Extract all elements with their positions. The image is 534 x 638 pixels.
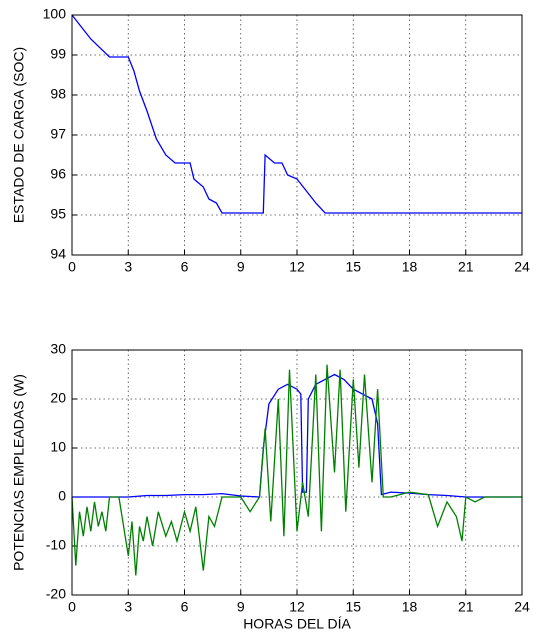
x-tick-label: 12 bbox=[289, 599, 305, 615]
x-tick-label: 24 bbox=[514, 259, 530, 275]
y-tick-label: 0 bbox=[58, 488, 66, 504]
data-line bbox=[71, 364, 522, 576]
x-tick-label: 9 bbox=[237, 259, 245, 275]
x-tick-label: 21 bbox=[458, 599, 474, 615]
x-tick-label: 0 bbox=[68, 259, 76, 275]
y-tick-label: 98 bbox=[50, 86, 66, 102]
data-line bbox=[72, 373, 522, 498]
x-tick-label: 12 bbox=[289, 259, 305, 275]
x-tick-label: 6 bbox=[181, 599, 189, 615]
x-tick-label: 18 bbox=[402, 599, 418, 615]
x-tick-label: 15 bbox=[345, 259, 361, 275]
x-tick-label: 0 bbox=[68, 599, 76, 615]
y-tick-label: 96 bbox=[50, 166, 66, 182]
y-axis-label: POTENCIAS EMPLEADAS (W) bbox=[11, 374, 27, 571]
x-tick-label: 21 bbox=[458, 259, 474, 275]
y-tick-label: 97 bbox=[50, 126, 66, 142]
y-tick-label: -20 bbox=[46, 586, 66, 602]
x-tick-label: 18 bbox=[402, 259, 418, 275]
y-tick-label: 95 bbox=[50, 206, 66, 222]
y-tick-label: 99 bbox=[50, 46, 66, 62]
y-tick-label: -10 bbox=[46, 537, 66, 553]
y-axis-label: ESTADO DE CARGA (SOC) bbox=[11, 47, 27, 223]
x-tick-label: 3 bbox=[124, 599, 132, 615]
y-tick-label: 20 bbox=[50, 390, 66, 406]
plot-frame bbox=[71, 349, 523, 596]
plot-frame bbox=[71, 14, 523, 256]
y-tick-label: 10 bbox=[50, 439, 66, 455]
y-tick-label: 30 bbox=[50, 341, 66, 357]
y-tick-label: 94 bbox=[50, 246, 66, 262]
x-axis-label: HORAS DEL DÍA bbox=[243, 616, 351, 632]
data-line bbox=[71, 14, 522, 214]
x-tick-label: 15 bbox=[345, 599, 361, 615]
x-tick-label: 9 bbox=[237, 599, 245, 615]
x-tick-label: 24 bbox=[514, 599, 530, 615]
y-tick-label: 100 bbox=[43, 6, 67, 22]
x-tick-label: 3 bbox=[124, 259, 132, 275]
x-tick-label: 6 bbox=[181, 259, 189, 275]
